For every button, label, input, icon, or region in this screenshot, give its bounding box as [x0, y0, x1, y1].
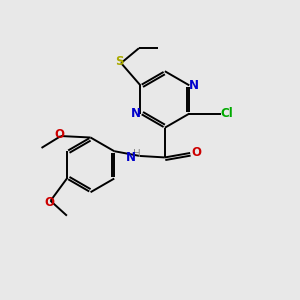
Text: N: N	[188, 79, 199, 92]
Text: N: N	[131, 107, 141, 120]
Text: O: O	[44, 196, 54, 209]
Text: N: N	[126, 151, 136, 164]
Text: O: O	[192, 146, 202, 160]
Text: Cl: Cl	[221, 107, 233, 120]
Text: H: H	[133, 148, 141, 159]
Text: S: S	[116, 55, 124, 68]
Text: O: O	[54, 128, 64, 141]
